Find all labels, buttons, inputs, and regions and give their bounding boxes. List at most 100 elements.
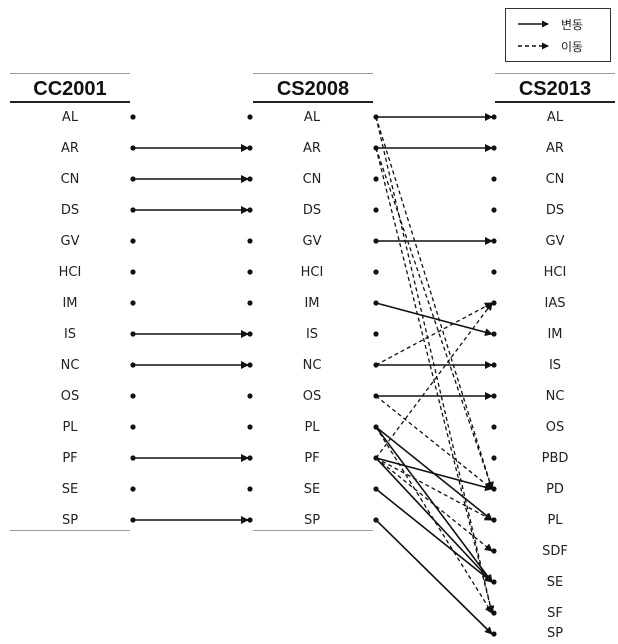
cs2013-item-ar: AR bbox=[546, 141, 564, 156]
cs2013-dot-ar bbox=[491, 145, 497, 151]
cs2013-item-ias: IAS bbox=[544, 296, 566, 311]
cs2013-item-se: SE bbox=[546, 575, 564, 590]
cs2013-dot-is bbox=[491, 362, 497, 368]
cs2008-right-dot-pl bbox=[373, 424, 379, 430]
cs2008-item-pl: PL bbox=[304, 420, 320, 435]
cs2013-dot-ds bbox=[491, 207, 497, 213]
cc2001-item-os: OS bbox=[60, 389, 80, 404]
cc2001-dot-os bbox=[130, 393, 136, 399]
cc2001-dot-sp bbox=[130, 517, 136, 523]
cs2013-dot-al bbox=[491, 114, 497, 120]
cc2001-item-is: IS bbox=[63, 327, 77, 342]
cs2008-item-pf: PF bbox=[304, 451, 320, 466]
cc2001-item-gv: GV bbox=[60, 234, 80, 249]
link-cs2008-nc-to-cs2013-ias bbox=[375, 302, 493, 366]
cs2008-top-rule bbox=[253, 73, 373, 74]
cc2001-dot-gv bbox=[130, 238, 136, 244]
cs2008-item-hci: HCI bbox=[300, 265, 324, 280]
cc2001-dot-cn bbox=[130, 176, 136, 182]
cc2001-dot-hci bbox=[130, 269, 136, 275]
cc2001-item-im: IM bbox=[62, 296, 78, 311]
cs2008-bottom-rule bbox=[253, 530, 373, 531]
cs2008-right-dot-al bbox=[373, 114, 379, 120]
cs2013-item-sp: SP bbox=[546, 626, 564, 641]
cs2008-right-dot-se bbox=[373, 486, 379, 492]
cs2008-item-ds: DS bbox=[302, 203, 322, 218]
cs2013-item-im: IM bbox=[547, 327, 563, 342]
cc2001-header-rule bbox=[10, 101, 130, 103]
cc2001-item-cn: CN bbox=[60, 172, 80, 187]
cc2001-top-rule bbox=[10, 73, 130, 74]
link-cs2008-pf-to-cs2013-pd bbox=[375, 457, 493, 492]
cs2008-right-dot-ar bbox=[373, 145, 379, 151]
cc2001-dot-ar bbox=[130, 145, 136, 151]
legend-dashed-label: 이동 bbox=[561, 40, 584, 54]
cc2001-item-nc: NC bbox=[60, 358, 80, 373]
cc2001-bottom-rule bbox=[10, 530, 130, 531]
cs2013-dot-cn bbox=[491, 176, 497, 182]
cc2001-dot-nc bbox=[130, 362, 136, 368]
cs2008-left-dot-ar bbox=[247, 145, 253, 151]
cs2008-right-dot-ds bbox=[373, 207, 379, 213]
link-cs2008-pl-to-cs2013-se bbox=[375, 426, 493, 583]
legend-swatches bbox=[518, 20, 549, 50]
cs2008-left-dot-cn bbox=[247, 176, 253, 182]
link-cs2008-os-to-cs2013-pd bbox=[375, 395, 493, 490]
cs2008-left-dot-ds bbox=[247, 207, 253, 213]
cs2008-left-dot-pf bbox=[247, 455, 253, 461]
cs2008-item-nc: NC bbox=[302, 358, 322, 373]
cs2008-item-al: AL bbox=[303, 110, 321, 125]
cs2013-dot-sdf bbox=[491, 548, 497, 554]
cs2008-right-dot-pf bbox=[373, 455, 379, 461]
cc2001-dot-is bbox=[130, 331, 136, 337]
cc2001-dot-im bbox=[130, 300, 136, 306]
cs2013-dot-sf bbox=[491, 610, 497, 616]
cs2008-left-dot-os bbox=[247, 393, 253, 399]
cs2013-item-al: AL bbox=[546, 110, 564, 125]
cs2013-dot-se bbox=[491, 579, 497, 585]
cs2013-header: CS2013 bbox=[518, 78, 592, 100]
cc2001-item-hci: HCI bbox=[58, 265, 82, 280]
cs2008-item-os: OS bbox=[302, 389, 322, 404]
cc2001-item-pf: PF bbox=[62, 451, 78, 466]
cs2013-item-pd: PD bbox=[546, 482, 564, 497]
cs2013-item-pl: PL bbox=[547, 513, 563, 528]
cc2001-dot-ds bbox=[130, 207, 136, 213]
cs2008-right-dot-os bbox=[373, 393, 379, 399]
cs2008-item-is: IS bbox=[305, 327, 319, 342]
cs2008-right-dot-is bbox=[373, 331, 379, 337]
link-cs2008-se-to-cs2013-se bbox=[375, 488, 493, 583]
cc2001-item-pl: PL bbox=[62, 420, 78, 435]
cs2008-left-dot-im bbox=[247, 300, 253, 306]
cs2013-dot-os bbox=[491, 424, 497, 430]
cs2013-item-os: OS bbox=[545, 420, 565, 435]
cc2001-dot-al bbox=[130, 114, 136, 120]
cs2013-dot-im bbox=[491, 331, 497, 337]
cc2001-dot-pl bbox=[130, 424, 136, 430]
cs2013-dot-pd bbox=[491, 486, 497, 492]
link-cs2008-im-to-cs2013-im bbox=[375, 302, 493, 337]
cs2008-item-gv: GV bbox=[302, 234, 322, 249]
cs2008-item-ar: AR bbox=[303, 141, 321, 156]
link-cs2008-pf-to-cs2013-sdf bbox=[375, 457, 493, 552]
cc2001-item-al: AL bbox=[61, 110, 79, 125]
cs2013-item-sf: SF bbox=[547, 606, 563, 621]
cc2001-item-se: SE bbox=[61, 482, 79, 497]
cc2001-header: CC2001 bbox=[33, 78, 107, 100]
cs2013-header-rule bbox=[495, 101, 615, 103]
cs2013-dot-pl bbox=[491, 517, 497, 523]
cc2001-dot-se bbox=[130, 486, 136, 492]
cs2013-item-gv: GV bbox=[545, 234, 565, 249]
legend-solid-label: 변동 bbox=[561, 18, 584, 32]
link-cs2008-al-to-cs2013-pd bbox=[375, 116, 494, 490]
cs2008-left-dot-nc bbox=[247, 362, 253, 368]
cs2013-item-is: IS bbox=[548, 358, 562, 373]
cs2013-top-rule bbox=[495, 73, 615, 74]
cs2008-item-cn: CN bbox=[302, 172, 322, 187]
cs2008-left-dot-pl bbox=[247, 424, 253, 430]
cs2008-right-dot-sp bbox=[373, 517, 379, 523]
cs2008-left-dot-sp bbox=[247, 517, 253, 523]
cs2008-left-dot-al bbox=[247, 114, 253, 120]
